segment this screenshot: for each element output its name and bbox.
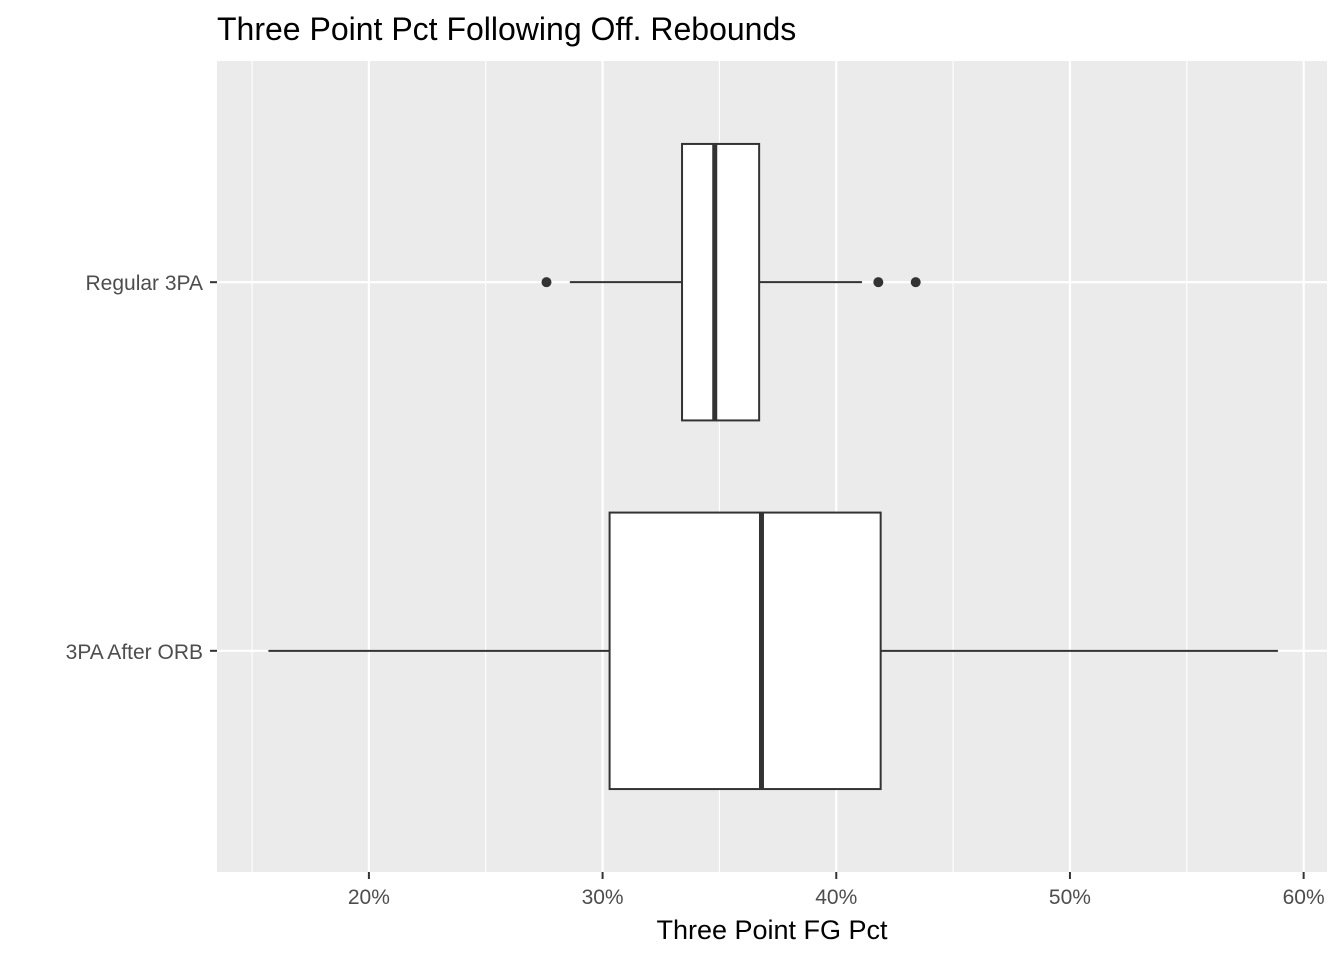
box-iqr bbox=[608, 511, 882, 791]
x-tick-label: 20% bbox=[348, 886, 390, 909]
y-axis: 3PA After ORB Regular 3PA bbox=[66, 272, 217, 664]
outlier-point bbox=[541, 277, 552, 288]
y-tick-label: Regular 3PA bbox=[85, 272, 203, 295]
box-group bbox=[268, 511, 1278, 791]
box-iqr bbox=[681, 142, 761, 422]
outlier-point bbox=[910, 277, 921, 288]
chart-title: Three Point Pct Following Off. Rebounds bbox=[217, 11, 796, 47]
x-tick-label: 50% bbox=[1049, 886, 1091, 909]
x-tick-label: 40% bbox=[815, 886, 857, 909]
x-tick-label: 30% bbox=[582, 886, 624, 909]
x-axis-title: Three Point FG Pct bbox=[656, 915, 888, 945]
box-group bbox=[541, 142, 921, 422]
y-tick-label: 3PA After ORB bbox=[66, 641, 203, 664]
outlier-point bbox=[873, 277, 884, 288]
x-tick-label: 60% bbox=[1283, 886, 1325, 909]
boxes bbox=[268, 142, 1278, 791]
x-axis: 20% 30% 40% 50% 60% bbox=[348, 872, 1325, 909]
major-gridlines bbox=[367, 61, 1305, 872]
